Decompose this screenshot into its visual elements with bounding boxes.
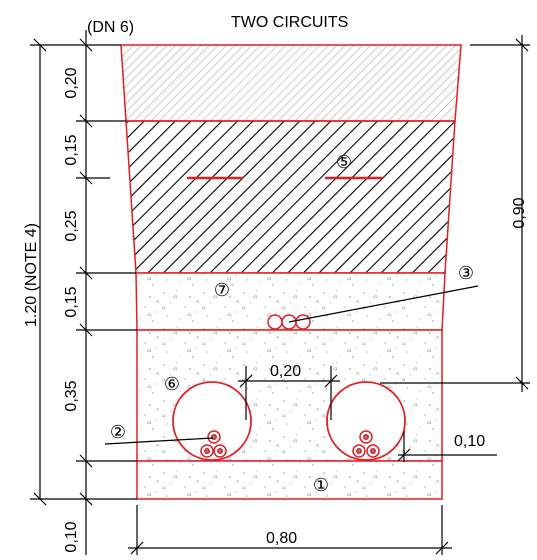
marker-6: ⑥ xyxy=(164,374,180,394)
reference-label: (DN 6) xyxy=(87,19,134,36)
layer-3-label: 0,25 xyxy=(63,210,80,241)
duct-clearance-dimension xyxy=(397,431,497,462)
layer-1-label: 0,20 xyxy=(63,67,80,98)
backfill-layer xyxy=(125,120,456,274)
marker-3: ③ xyxy=(458,263,474,283)
right-dimension-lines xyxy=(380,35,530,392)
top-fill-layer xyxy=(120,44,462,122)
left-dimension-lines xyxy=(30,30,137,555)
duct-spacing-label: 0,20 xyxy=(270,363,301,380)
duct-clearance-label: 0,10 xyxy=(454,433,485,450)
marker-5: ⑤ xyxy=(336,152,352,172)
communication-ducts xyxy=(267,314,311,330)
cable-trefoil-right xyxy=(352,430,380,458)
base-layer xyxy=(136,460,443,500)
marker-1: ① xyxy=(313,475,329,495)
layer-6-label: 0,10 xyxy=(63,521,80,552)
duct-right xyxy=(326,381,406,461)
layer-4-label: 0,15 xyxy=(63,286,80,317)
total-depth-label: 1.20 (NOTE 4) xyxy=(23,223,40,327)
layer-5-label: 0,35 xyxy=(63,380,80,411)
cable-trefoil-left xyxy=(200,430,227,458)
duct-left xyxy=(172,381,252,461)
diagram-title: TWO CIRCUITS xyxy=(231,14,348,31)
marker-2: ② xyxy=(110,422,126,442)
marker-7: ⑦ xyxy=(214,280,230,300)
leader-3 xyxy=(288,285,479,323)
leader-2 xyxy=(104,437,214,445)
layer-2-label: 0,15 xyxy=(63,134,80,165)
right-depth-label: 0,90 xyxy=(511,197,528,228)
bottom-width-label: 0,80 xyxy=(266,530,297,547)
duct-spacing-dimension xyxy=(238,366,340,420)
bottom-width-dimension xyxy=(128,505,452,555)
